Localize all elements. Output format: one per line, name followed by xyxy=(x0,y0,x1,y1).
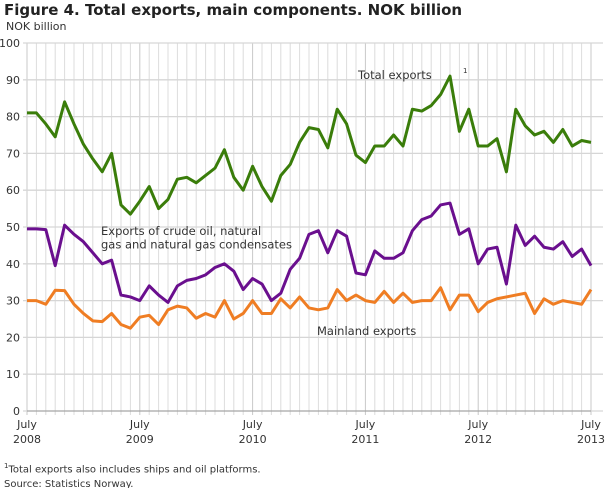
series-label-mainland: Mainland exports xyxy=(317,324,416,338)
source: Source: Statistics Norway. xyxy=(4,479,134,488)
y-tick-label: 50 xyxy=(6,221,20,234)
x-tick-label: July xyxy=(467,418,488,431)
x-tick-label: July xyxy=(355,418,376,431)
series-label-crude-oil: Exports of crude oil, natural xyxy=(101,224,261,238)
x-tick-label: 2008 xyxy=(13,433,41,446)
y-axis-label: NOK billion xyxy=(6,20,67,33)
y-tick-label: 0 xyxy=(13,405,20,418)
series-label-crude-oil: gas and natural gas condensates xyxy=(101,238,292,252)
x-tick-label: 2012 xyxy=(464,433,492,446)
x-tick-label: 2009 xyxy=(126,433,154,446)
x-tick-label: July xyxy=(580,418,601,431)
x-tick-label: 2010 xyxy=(239,433,267,446)
y-tick-label: 10 xyxy=(6,368,20,381)
y-tick-label: 80 xyxy=(6,111,20,124)
x-tick-label: 2011 xyxy=(351,433,379,446)
x-tick-label: 2013 xyxy=(577,433,605,446)
series-label-total-exports: Total exports xyxy=(357,68,432,82)
series-line-1 xyxy=(27,201,593,304)
series-label-superscript: 1 xyxy=(463,67,467,75)
y-tick-label: 20 xyxy=(6,331,20,344)
x-tick-label: July xyxy=(129,418,150,431)
footnote: 1Total exports also includes ships and o… xyxy=(4,462,261,476)
footnotes: 1Total exports also includes ships and o… xyxy=(4,459,261,488)
series-line-2 xyxy=(27,286,593,330)
chart-title: Figure 4. Total exports, main components… xyxy=(4,1,463,19)
x-tick-label: July xyxy=(242,418,263,431)
y-tick-label: 100 xyxy=(0,37,20,50)
y-tick-label: 40 xyxy=(6,258,20,271)
y-tick-label: 60 xyxy=(6,184,20,197)
x-tick-label: July xyxy=(16,418,37,431)
y-tick-label: 30 xyxy=(6,295,20,308)
series-line-0 xyxy=(27,74,592,216)
y-tick-label: 70 xyxy=(6,147,20,160)
y-tick-label: 90 xyxy=(6,74,20,87)
